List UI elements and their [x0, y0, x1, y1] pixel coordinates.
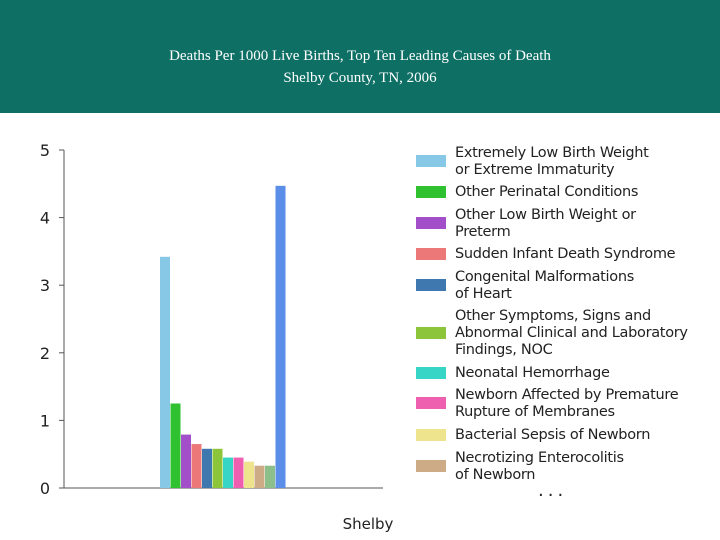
- legend-label: Sudden Infant Death Syndrome: [455, 246, 676, 262]
- legend-swatch: [416, 248, 446, 260]
- legend-label: Bacterial Sepsis of Newborn: [455, 427, 651, 443]
- title-line-2: Shelby County, TN, 2006: [283, 70, 437, 86]
- legend-swatch: [416, 429, 446, 441]
- y-tick-label: 2: [40, 344, 50, 363]
- legend-label: Necrotizing Enterocolitis of Newborn: [455, 450, 624, 483]
- bar: [275, 185, 286, 488]
- y-tick-label: 4: [40, 209, 50, 228]
- legend-label: Neonatal Hemorrhage: [455, 365, 610, 381]
- title-bar: Deaths Per 1000 Live Births, Top Ten Lea…: [0, 0, 720, 113]
- bar: [212, 448, 223, 488]
- y-tick-label: 1: [40, 411, 50, 430]
- x-category-label: Shelby: [343, 515, 394, 533]
- legend-label: Congenital Malformations of Heart: [455, 269, 634, 302]
- y-tick-label: 5: [40, 141, 50, 160]
- legend-swatch: [416, 460, 446, 472]
- legend-label: Extremely Low Birth Weight or Extreme Imm…: [455, 145, 649, 178]
- y-tick-label: 0: [40, 479, 50, 498]
- legend-swatch: [416, 327, 446, 339]
- bar: [160, 256, 170, 488]
- legend-swatch: [416, 279, 446, 291]
- bar: [265, 465, 275, 488]
- legend-swatch: [416, 186, 446, 198]
- bar: [254, 465, 265, 488]
- bar: [191, 444, 202, 488]
- title-line-1: Deaths Per 1000 Live Births, Top Ten Lea…: [169, 48, 551, 64]
- bar-chart: 0 1 2 3 4 5 Shelby: [40, 141, 394, 533]
- bar: [244, 461, 254, 488]
- y-tick-label: 3: [40, 276, 50, 295]
- legend-label: Other Low Birth Weight or Preterm: [455, 207, 636, 240]
- chart-title: Deaths Per 1000 Live Births, Top Ten Lea…: [0, 45, 720, 89]
- bar: [202, 448, 212, 488]
- bar: [170, 403, 181, 488]
- legend-swatch: [416, 397, 446, 409]
- legend-swatch: [416, 155, 446, 167]
- bar: [181, 434, 191, 488]
- bar: [233, 457, 244, 488]
- legend-label: Other Symptoms, Signs and Abnormal Clinic…: [455, 308, 688, 358]
- legend-label: Other Perinatal Conditions: [455, 184, 639, 200]
- legend-label: Newborn Affected by Premature Rupture of …: [455, 387, 679, 420]
- legend-more-indicator: ...: [538, 480, 568, 501]
- legend-swatch: [416, 217, 446, 229]
- legend-swatch: [416, 367, 446, 379]
- bar: [223, 457, 233, 488]
